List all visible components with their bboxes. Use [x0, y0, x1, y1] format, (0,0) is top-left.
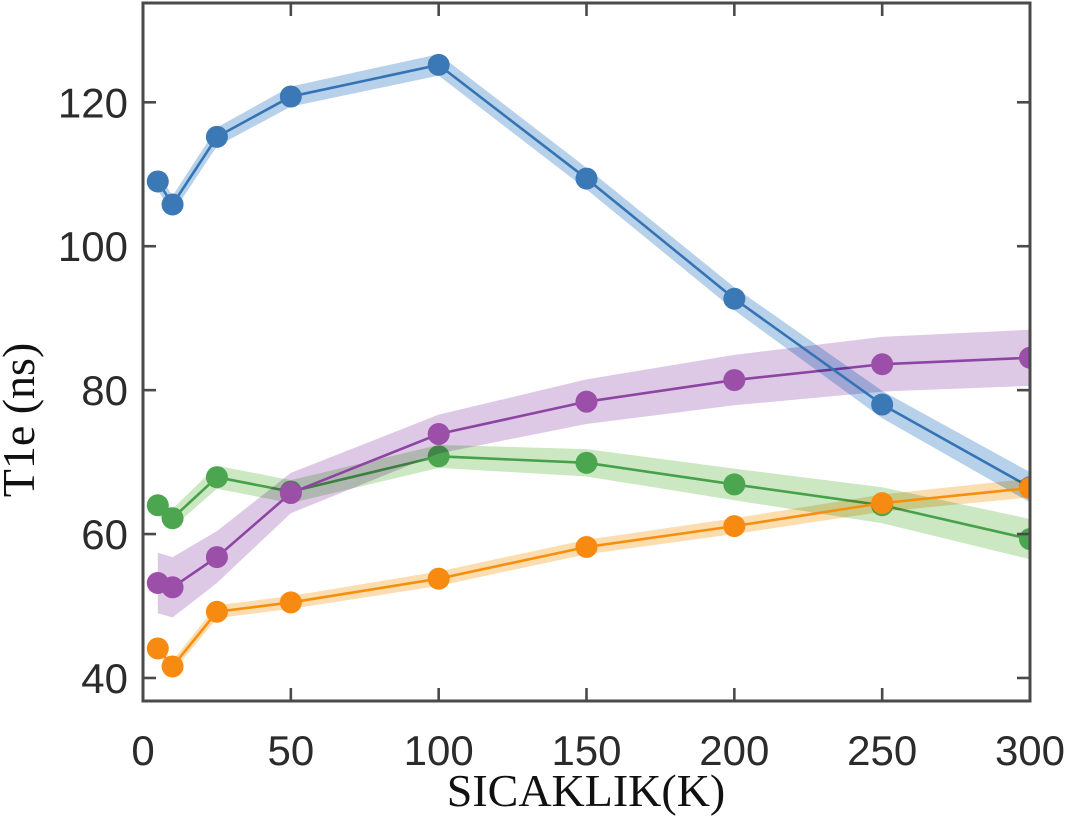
blue-data-point-marker [871, 393, 894, 416]
axes: 0 50 100 150 200 250 300 40 60 80 100 120 [58, 1, 1065, 774]
orange-data-point-marker [427, 567, 450, 590]
orange-data-point-marker [205, 600, 228, 623]
x-tick-label: 0 [131, 727, 154, 774]
blue-data-point-marker [279, 85, 302, 108]
x-axis-title: SICAKLIK(K) [447, 765, 726, 816]
x-tick-label: 50 [267, 727, 314, 774]
blue-data-point-marker [427, 53, 450, 76]
y-tick-label: 100 [58, 223, 128, 270]
series-blue [146, 53, 1030, 503]
orange-data-point-marker [871, 492, 894, 515]
purple-data-point-marker [1019, 346, 1030, 369]
orange-data-point-marker [161, 655, 184, 678]
blue-data-point-marker [205, 125, 228, 148]
purple-error-band [157, 329, 1030, 618]
blue-data-point-marker [146, 170, 169, 193]
purple-data-point-marker [279, 482, 302, 505]
blue-data-point-marker [161, 193, 184, 216]
y-axis-title: T1e (ns) [0, 343, 44, 498]
blue-error-band [157, 54, 1030, 503]
purple-data-point-marker [723, 369, 746, 392]
orange-data-point-marker [575, 536, 598, 559]
orange-data-point-marker [279, 591, 302, 614]
orange-data-point-marker [1019, 477, 1030, 499]
x-tick-label: 100 [404, 727, 474, 774]
purple-data-point-marker [205, 546, 228, 569]
blue-data-point-marker [723, 287, 746, 310]
orange-data-point-marker [146, 637, 169, 660]
green-data-point-marker [723, 473, 746, 496]
y-tick-label: 80 [81, 367, 128, 414]
y-tick-label: 40 [81, 655, 128, 702]
green-data-point-marker [205, 466, 228, 489]
purple-data-point-marker [161, 576, 184, 599]
y-tick-label: 60 [81, 511, 128, 558]
purple-data-point-marker [871, 353, 894, 376]
y-tick-label: 120 [58, 79, 128, 126]
purple-data-point-marker [427, 423, 450, 446]
orange-data-point-marker [723, 515, 746, 538]
plot-area [146, 53, 1030, 678]
series-orange [146, 477, 1030, 678]
green-data-point-marker [161, 507, 184, 530]
x-tick-label: 300 [995, 727, 1065, 774]
purple-data-point-marker [575, 390, 598, 413]
x-tick-label: 250 [847, 727, 917, 774]
green-data-point-marker [575, 451, 598, 474]
x-tick-label: 200 [699, 727, 769, 774]
blue-data-point-marker [575, 167, 598, 190]
green-data-point-marker [146, 494, 169, 517]
x-tick-label: 150 [551, 727, 621, 774]
